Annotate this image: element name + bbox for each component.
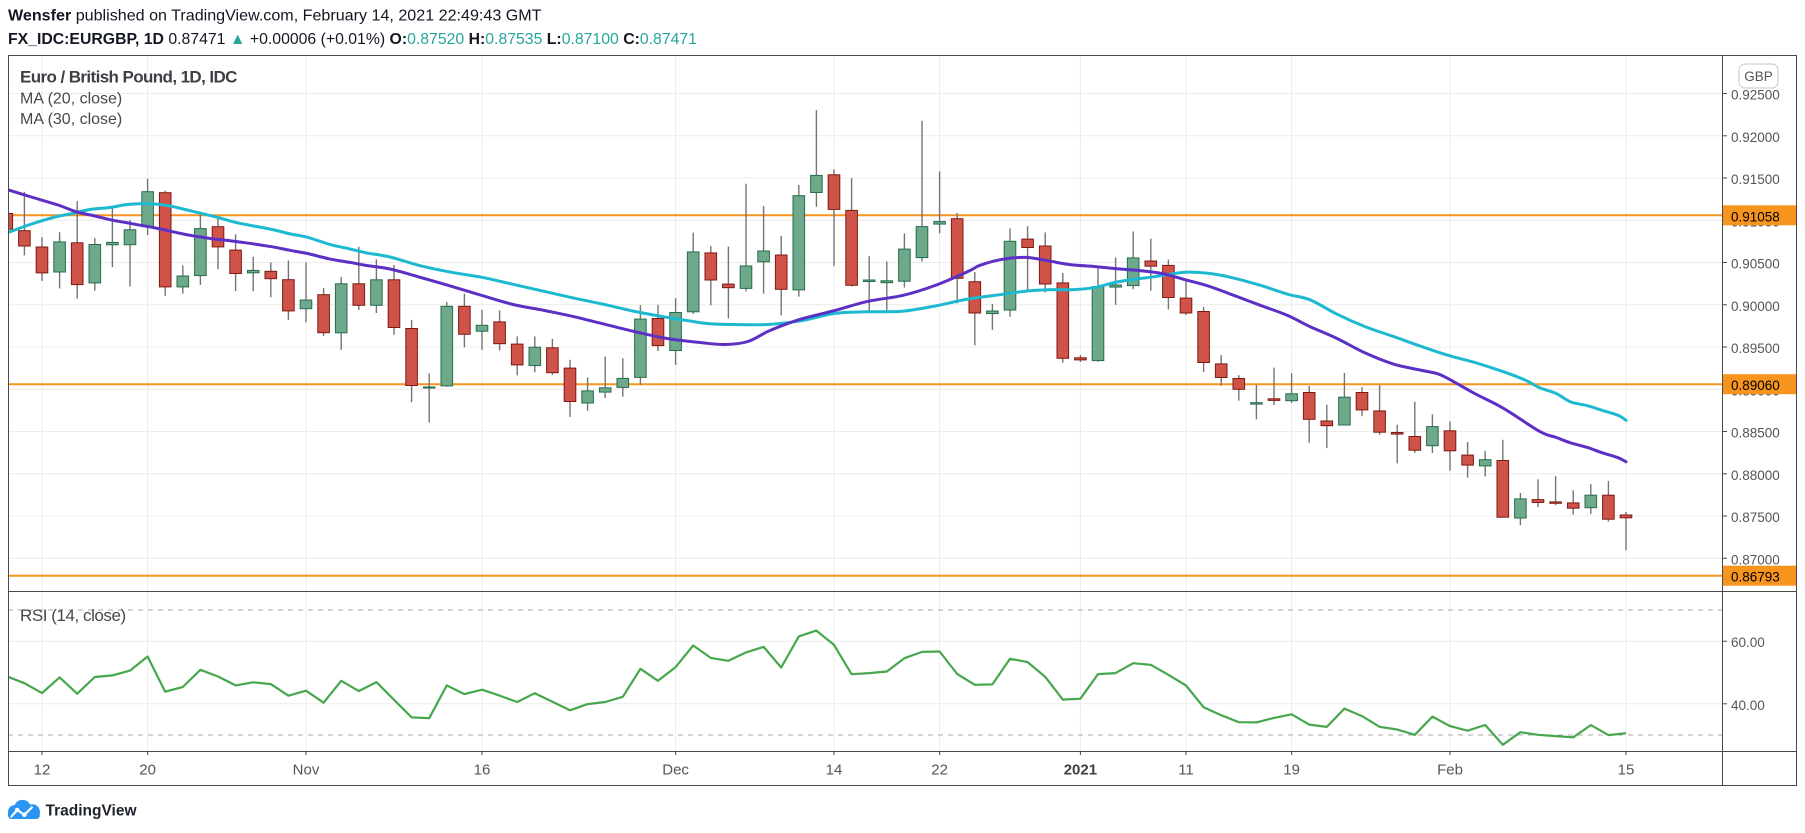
svg-text:MA (20, close): MA (20, close) [20, 91, 122, 108]
svg-text:0.90000: 0.90000 [1731, 299, 1780, 314]
svg-text:0.90500: 0.90500 [1731, 257, 1780, 272]
svg-text:2021: 2021 [1064, 762, 1097, 779]
svg-text:MA (30, close): MA (30, close) [20, 111, 122, 128]
svg-text:RSI (14, close): RSI (14, close) [20, 606, 126, 625]
svg-text:11: 11 [1178, 762, 1194, 779]
svg-text:Dec: Dec [662, 762, 689, 779]
svg-text:0.89500: 0.89500 [1731, 341, 1780, 356]
svg-text:20: 20 [139, 762, 156, 779]
svg-text:12: 12 [34, 762, 51, 779]
svg-text:GBP: GBP [1744, 69, 1773, 84]
svg-text:FX_IDC:EURGBP, 1D 0.87471 ▲ +0: FX_IDC:EURGBP, 1D 0.87471 ▲ +0.00006 (+0… [8, 31, 697, 48]
svg-text:0.89060: 0.89060 [1731, 378, 1780, 393]
svg-text:0.92500: 0.92500 [1731, 88, 1780, 103]
svg-text:Euro / British Pound, 1D, IDC: Euro / British Pound, 1D, IDC [20, 68, 237, 87]
svg-text:0.91500: 0.91500 [1731, 172, 1780, 187]
svg-text:0.86793: 0.86793 [1731, 570, 1780, 585]
svg-text:0.92000: 0.92000 [1731, 130, 1780, 145]
svg-text:15: 15 [1618, 762, 1635, 779]
svg-text:60.00: 60.00 [1731, 635, 1765, 650]
svg-text:0.87500: 0.87500 [1731, 510, 1780, 525]
svg-text:Wensfer published on TradingVi: Wensfer published on TradingView.com, Fe… [8, 7, 542, 25]
svg-text:40.00: 40.00 [1731, 698, 1765, 713]
svg-text:0.88500: 0.88500 [1731, 426, 1780, 441]
svg-text:14: 14 [826, 762, 843, 779]
svg-text:0.91058: 0.91058 [1731, 209, 1780, 224]
svg-text:22: 22 [931, 762, 948, 779]
svg-text:16: 16 [474, 762, 491, 779]
svg-text:Feb: Feb [1437, 762, 1463, 779]
svg-text:0.87000: 0.87000 [1731, 552, 1780, 567]
svg-text:0.88000: 0.88000 [1731, 468, 1780, 483]
svg-text:Nov: Nov [293, 762, 320, 779]
svg-text:19: 19 [1283, 762, 1300, 779]
svg-text:TradingView: TradingView [46, 803, 138, 820]
